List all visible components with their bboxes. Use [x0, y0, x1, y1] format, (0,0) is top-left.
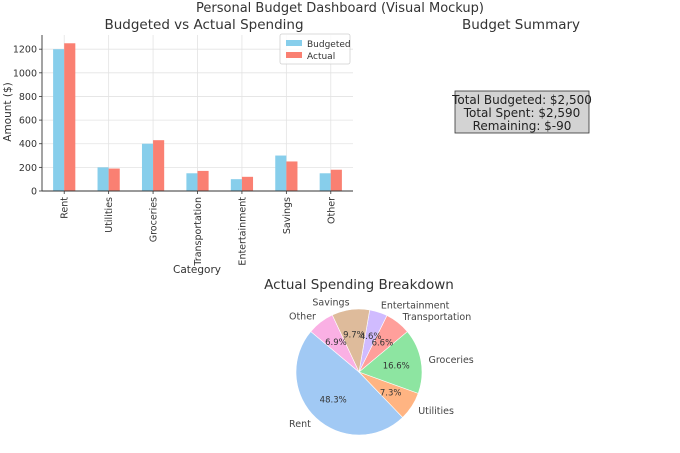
summary-title: Budget Summary [462, 17, 580, 33]
bar-chart-ylabel: Amount ($) [2, 82, 14, 141]
pie-label-utilities: Utilities [418, 406, 454, 417]
pie-slice-other [310, 314, 360, 373]
bar-chart-x-ticks: Rent Utilities Groceries Transportation Ente… [60, 191, 337, 267]
legend-swatch-budgeted [286, 40, 302, 46]
summary-total-budgeted: Total Budgeted: $2,500 [451, 93, 592, 107]
bar-x-tick-label: Utilities [104, 197, 115, 233]
bar-y-tick-label: 200 [19, 163, 37, 174]
budget-summary: Budget Summary Total Budgeted: $2,500 To… [451, 17, 592, 134]
summary-remaining: Remaining: $-90 [473, 119, 572, 133]
bar-y-tick-label: 800 [19, 92, 37, 103]
pie-label-rent: Rent [289, 419, 311, 430]
pie-chart: Actual Spending Breakdown Rent 48.3% Utili… [264, 277, 474, 436]
pie-pct-savings: 9.7% [343, 331, 365, 341]
bar-budgeted-utilities [97, 167, 109, 191]
bar-y-tick-label: 600 [19, 116, 37, 127]
pie-label-groceries: Groceries [428, 355, 473, 366]
bar-actual-rent [64, 43, 76, 191]
legend-label-actual: Actual [307, 52, 335, 62]
bar-y-tick-label: 400 [19, 139, 37, 150]
summary-box [454, 90, 590, 134]
bar-budgeted-entertainment [230, 179, 242, 191]
pie-slice-rent [295, 331, 404, 436]
summary-total-spent: Total Spent: $2,590 [463, 106, 581, 120]
bar-x-tick-label: Rent [60, 197, 71, 219]
pie-label-savings: Savings [312, 298, 349, 309]
bar-y-tick-label: 1000 [13, 68, 37, 79]
pie-pct-other: 6.9% [325, 338, 347, 348]
pie-label-entertainment: Entertainment [381, 300, 450, 311]
bar-actual-entertainment [241, 176, 254, 191]
bar-actual-savings [286, 161, 298, 191]
bar-x-tick-label: Savings [282, 197, 293, 234]
bar-chart-y-ticks: 0 200 400 600 800 1000 1200 [13, 45, 42, 198]
pie-chart-title: Actual Spending Breakdown [264, 277, 454, 293]
bar-chart: Budgeted vs Actual Spending 0 200 400 600 80… [2, 17, 353, 276]
pie-labels: Rent 48.3% Utilities 7.3% Groceries 16.6% Tran… [289, 298, 474, 430]
bar-x-tick-label: Other [326, 197, 337, 224]
bar-chart-xlabel: Category [173, 264, 221, 276]
bar-actual-other [330, 169, 342, 191]
figure-suptitle: Personal Budget Dashboard (Visual Mockup… [196, 1, 484, 16]
bar-budgeted-transportation [186, 173, 198, 191]
bar-chart-title: Budgeted vs Actual Spending [104, 17, 303, 33]
pie-pct-rent: 48.3% [320, 396, 347, 406]
pie-pct-utilities: 7.3% [380, 389, 402, 399]
bar-actual-transportation [197, 170, 209, 191]
bar-y-tick-label: 0 [31, 187, 37, 198]
bar-chart-grid [42, 35, 353, 192]
pie-pct-groceries: 16.6% [383, 361, 410, 371]
bar-actual-utilities [108, 168, 120, 191]
legend-label-budgeted: Budgeted [307, 40, 351, 50]
bar-actual-groceries [153, 140, 165, 191]
bar-budgeted-savings [275, 155, 287, 191]
bar-x-tick-label: Groceries [149, 197, 160, 242]
pie-label-other: Other [289, 312, 316, 323]
pie-pct-entertainment: 4.6% [360, 332, 382, 342]
bar-chart-bars [53, 43, 342, 191]
pie-label-transportation: Transportation [402, 312, 472, 323]
bar-x-tick-label: Entertainment [237, 197, 248, 266]
legend-swatch-actual [286, 52, 302, 58]
bar-budgeted-groceries [141, 143, 154, 191]
bar-chart-legend: Budgeted Actual [279, 33, 351, 65]
pie-slice-groceries [358, 331, 423, 394]
bar-x-tick-label: Transportation [193, 197, 204, 267]
pie-slices [295, 308, 423, 436]
pie-pct-transportation: 6.6% [372, 338, 394, 348]
bar-y-tick-label: 1200 [13, 45, 37, 56]
bar-budgeted-other [319, 173, 331, 191]
bar-budgeted-rent [53, 49, 65, 191]
